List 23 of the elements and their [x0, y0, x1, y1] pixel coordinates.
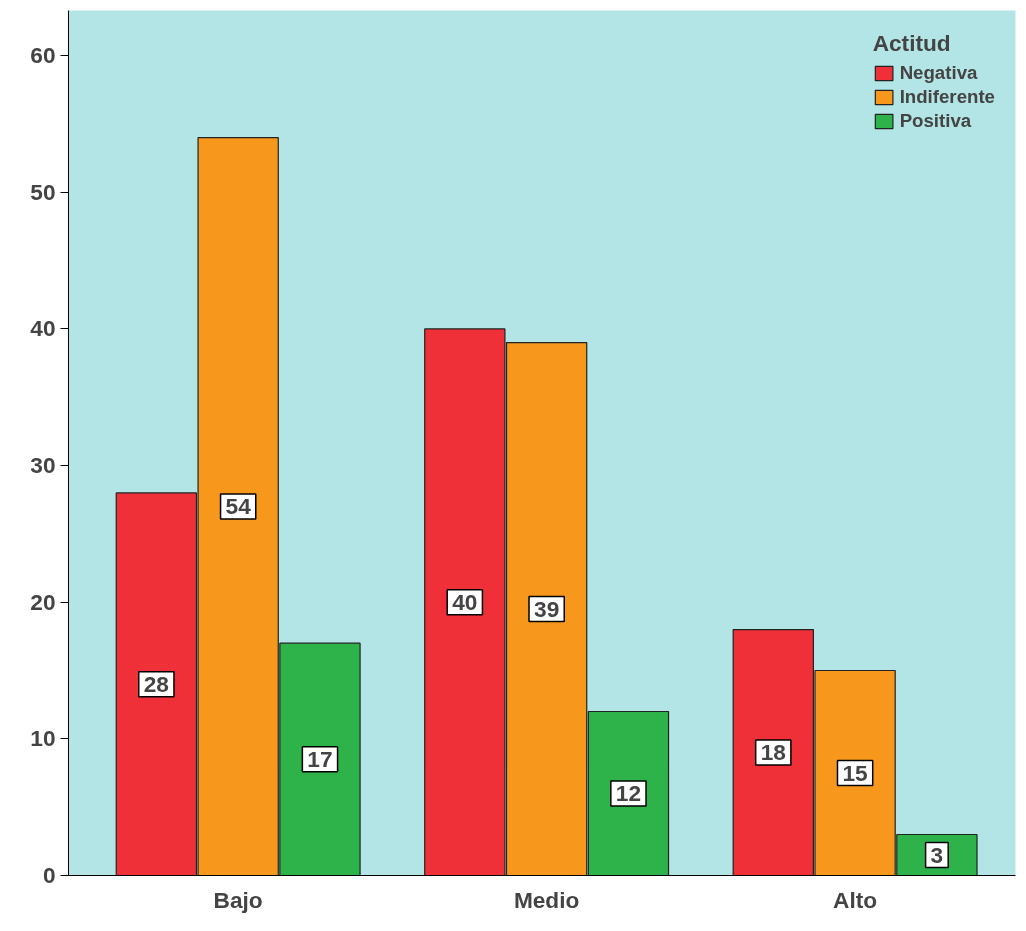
- data-label: 3: [930, 841, 944, 868]
- legend-label: Negativa: [899, 62, 978, 84]
- data-label: 12: [615, 780, 642, 807]
- legend-label: Indiferente: [899, 86, 995, 108]
- y-tick-label: 20: [30, 588, 56, 615]
- data-label: 15: [842, 759, 868, 786]
- y-tick-label: 60: [30, 42, 56, 69]
- data-label: 54: [225, 493, 252, 520]
- y-tick-label: 50: [30, 178, 56, 205]
- y-tick-label: 0: [42, 862, 56, 888]
- data-label: 18: [760, 739, 786, 766]
- x-tick-label: Bajo: [213, 886, 263, 913]
- x-tick-label: Medio: [513, 886, 580, 913]
- legend-title: Actitud: [872, 30, 952, 57]
- legend-label: Positiva: [899, 110, 972, 132]
- y-tick-label: 30: [30, 452, 56, 479]
- y-tick-label: 40: [30, 315, 56, 342]
- data-label: 17: [307, 745, 333, 772]
- data-label: 28: [143, 670, 169, 697]
- y-tick-label: 10: [30, 725, 56, 752]
- data-label: 39: [534, 595, 560, 622]
- x-tick-label: Alto: [833, 886, 878, 913]
- data-label: 40: [452, 588, 478, 615]
